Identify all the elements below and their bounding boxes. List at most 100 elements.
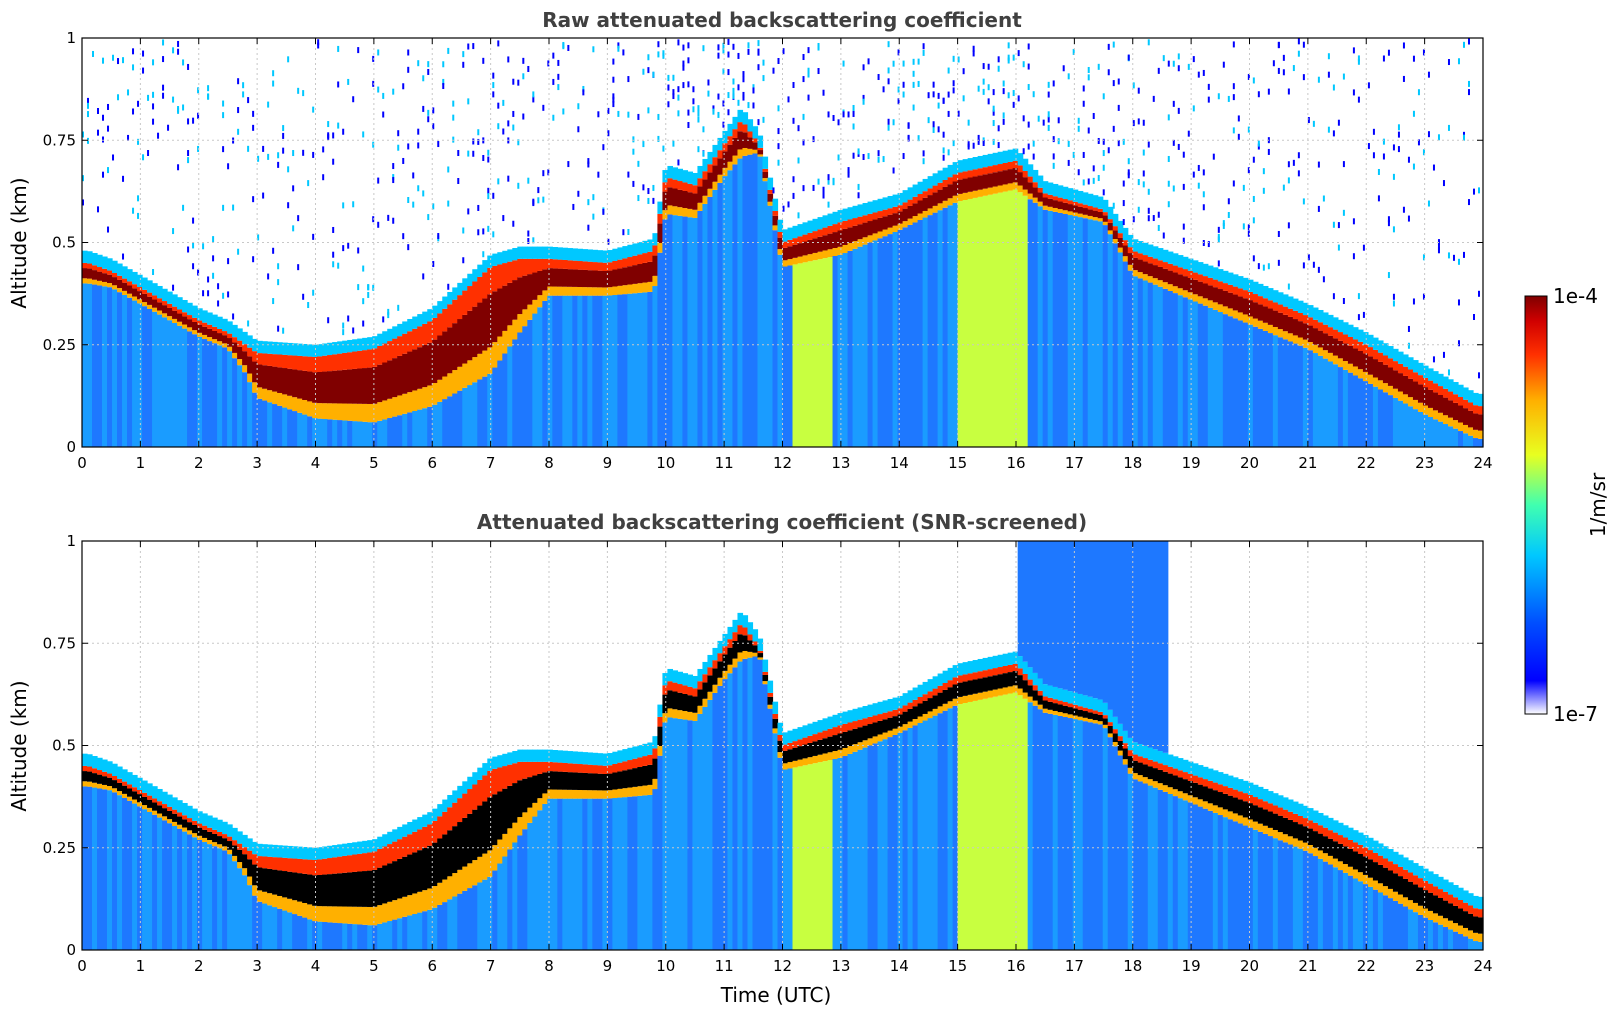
heatmap-column (717, 640, 724, 950)
aerosol-cell (757, 156, 764, 448)
cloud-halo-cell (652, 736, 659, 749)
noise-cell (612, 101, 615, 108)
cloud-halo-cell (137, 274, 143, 288)
aerosol-cell (232, 861, 238, 950)
x-tick-label: 18 (1123, 454, 1142, 472)
cloud-edge-cell (762, 671, 769, 675)
cloud-halo-cell (1242, 277, 1249, 291)
noise-cell (1267, 148, 1270, 155)
cloud-edge-cell (477, 856, 483, 883)
cloud-core-cell (1367, 356, 1374, 375)
cloud-halo-cell (832, 714, 839, 728)
heatmap-column (622, 749, 628, 950)
noise-cell (527, 238, 530, 245)
cloud-edge-cell (182, 324, 188, 329)
cloud-edge-cell (1152, 278, 1159, 285)
noise-cell (92, 50, 95, 57)
cloud-core-cell (332, 370, 338, 404)
noise-cell (607, 238, 610, 245)
heatmap-column (1202, 69, 1209, 447)
noise-cell (432, 260, 435, 267)
heatmap-column (222, 821, 228, 950)
cloud-edge-cell (252, 854, 258, 865)
cloud-edge-cell (1287, 836, 1294, 845)
cloud-core-cell (1382, 867, 1389, 887)
aerosol-cell (162, 317, 168, 447)
cloud-edge-cell (1152, 781, 1159, 788)
cloud-core-cell (1282, 314, 1289, 332)
cloud-edge-cell (1442, 891, 1449, 901)
noise-cell (1477, 290, 1480, 297)
cloud-edge-cell (702, 171, 709, 180)
cloud-halo-cell (592, 249, 598, 263)
noise-cell (347, 315, 350, 322)
cloud-edge-cell (732, 129, 739, 138)
aerosol-cell (232, 358, 238, 447)
heatmap-column (217, 819, 223, 950)
cloud-core-cell (1132, 257, 1139, 271)
noise-cell (617, 110, 620, 117)
aerosol-cell (1252, 829, 1259, 950)
heatmap-column (832, 115, 839, 447)
noise-cell (1327, 71, 1330, 78)
noise-cell (667, 84, 670, 91)
noise-cell (922, 158, 925, 165)
cloud-edge-cell (822, 227, 829, 236)
heatmap-column (372, 55, 378, 447)
cloud-edge-cell (202, 334, 208, 340)
x-tick-label: 24 (1473, 957, 1492, 975)
noise-cell (122, 57, 125, 64)
cloud-halo-cell (762, 659, 769, 672)
cloud-edge-cell (252, 382, 258, 393)
cloud-core-cell (762, 171, 769, 179)
heatmap-column (367, 284, 373, 447)
noise-cell (762, 116, 765, 123)
cloud-core-cell (392, 358, 398, 398)
cloud-core-cell (1107, 222, 1114, 231)
aerosol-cell (327, 419, 333, 447)
cloud-halo-cell (552, 246, 558, 260)
cloud-core-cell (1002, 170, 1009, 185)
cloud-edge-cell (1297, 815, 1304, 825)
cloud-edge-cell (1322, 827, 1329, 837)
noise-cell (912, 104, 915, 111)
noise-cell (1132, 216, 1135, 223)
aerosol-cell (897, 229, 904, 447)
cloud-core-cell (267, 365, 273, 391)
aerosol-cell (367, 925, 373, 950)
noise-cell (777, 105, 780, 112)
noise-cell (557, 84, 560, 91)
cloud-halo-cell (962, 662, 969, 675)
aerosol-cell (557, 295, 563, 447)
cloud-halo-cell (972, 660, 979, 673)
noise-cell (527, 177, 530, 184)
heatmap-column (992, 655, 999, 950)
noise-cell (842, 60, 845, 67)
cloud-edge-cell (97, 770, 103, 775)
cloud-edge-cell (92, 265, 98, 271)
heatmap-column (1122, 138, 1129, 447)
aerosol-cell (612, 798, 618, 950)
cloud-core-cell (1222, 290, 1229, 307)
cloud-halo-cell (1177, 758, 1184, 771)
noise-cell (697, 146, 700, 153)
cloud-core-cell (777, 740, 784, 753)
cloud-core-cell (1162, 268, 1169, 283)
y-tick-label: 0.25 (43, 839, 76, 857)
cloud-edge-cell (1057, 712, 1064, 716)
cloud-core-cell (212, 833, 218, 843)
aerosol-cell (972, 197, 979, 447)
cloud-edge-cell (192, 330, 198, 335)
heatmap-column (912, 58, 919, 447)
cloud-edge-cell (1162, 765, 1169, 772)
noise-cell (1027, 143, 1030, 150)
noise-cell (1077, 125, 1080, 132)
noise-cell (1402, 75, 1405, 82)
aerosol-cell (517, 332, 523, 447)
cloud-edge-cell (477, 353, 483, 380)
cloud-edge-cell (942, 703, 949, 711)
aerosol-cell (927, 718, 934, 950)
cloud-edge-cell (557, 789, 563, 799)
noise-cell (1052, 136, 1055, 143)
heatmap-column (802, 725, 809, 950)
